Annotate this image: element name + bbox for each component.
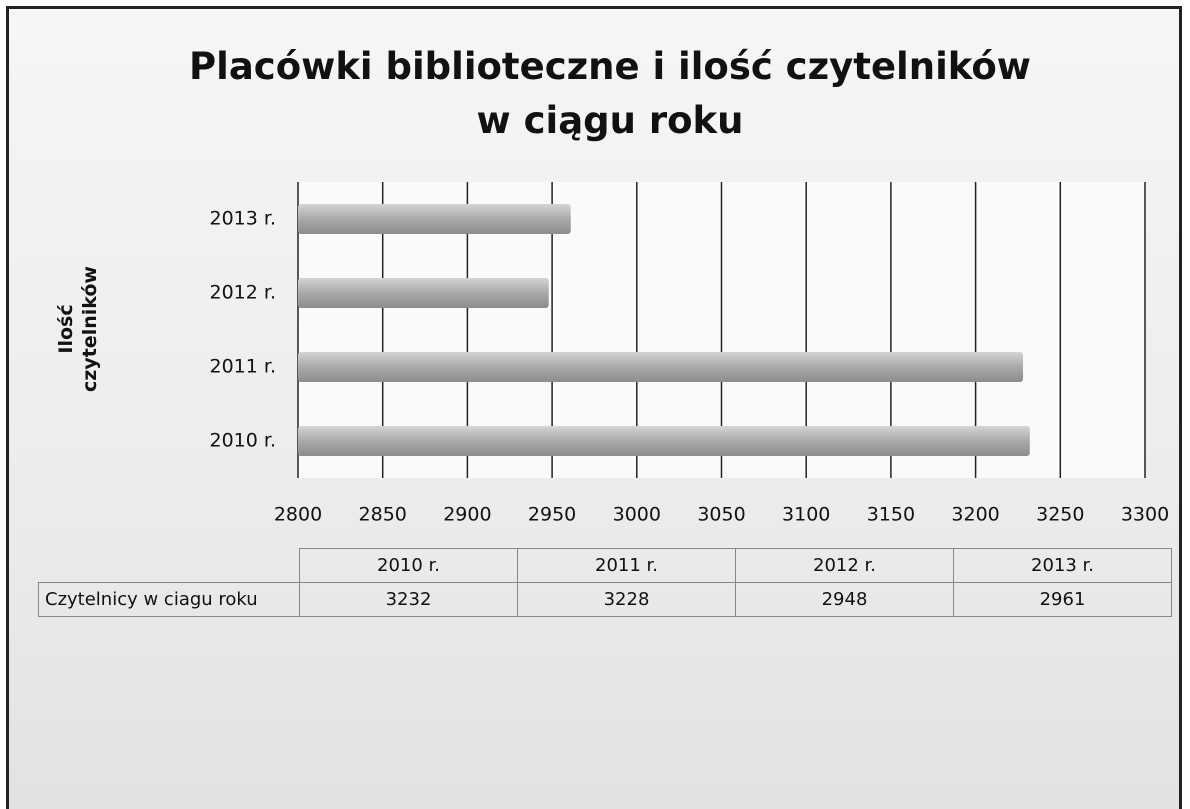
x-tick-label: 2900	[443, 504, 491, 526]
table-cell: 2948	[735, 582, 954, 617]
x-tick-label: 3150	[867, 504, 915, 526]
table-header: 2012 r.	[735, 548, 954, 583]
y-tick-label: 2011 r.	[210, 356, 277, 378]
y-tick-label: 2012 r.	[210, 282, 277, 304]
y-tick-label: 2010 r.	[210, 430, 277, 452]
x-tick-label: 2950	[528, 504, 576, 526]
x-tick-label: 3000	[613, 504, 661, 526]
chart-title: Placówki biblioteczne i ilość czytelnikó…	[189, 45, 1031, 142]
x-tick-label: 3200	[951, 504, 999, 526]
x-tick-label: 2850	[359, 504, 407, 526]
table-cell: 3232	[299, 582, 518, 617]
data-table: 2010 r. 2011 r. 2012 r. 2013 r. Czytelni…	[38, 548, 1172, 617]
table-header: 2013 r.	[953, 548, 1172, 583]
table-row: Czytelnicy w ciagu roku 3232 3228 2948 2…	[38, 582, 1172, 617]
x-tick-label: 3300	[1121, 504, 1169, 526]
empty-cell	[39, 549, 300, 583]
table-header: 2010 r.	[299, 548, 518, 583]
x-tick-label: 3050	[697, 504, 745, 526]
table-cell: 2961	[953, 582, 1172, 617]
y-tick-label: 2013 r.	[210, 208, 277, 230]
bar	[298, 204, 571, 234]
table-row-label: Czytelnicy w ciagu roku	[38, 582, 300, 617]
bar	[298, 426, 1030, 456]
bar	[298, 278, 549, 308]
x-tick-label: 3250	[1036, 504, 1084, 526]
table-cell: 3228	[517, 582, 736, 617]
x-tick-label: 3100	[782, 504, 830, 526]
table-header-row: 2010 r. 2011 r. 2012 r. 2013 r.	[39, 548, 1172, 583]
table-header: 2011 r.	[517, 548, 736, 583]
x-tick-label: 2800	[274, 504, 322, 526]
bar	[298, 352, 1024, 382]
